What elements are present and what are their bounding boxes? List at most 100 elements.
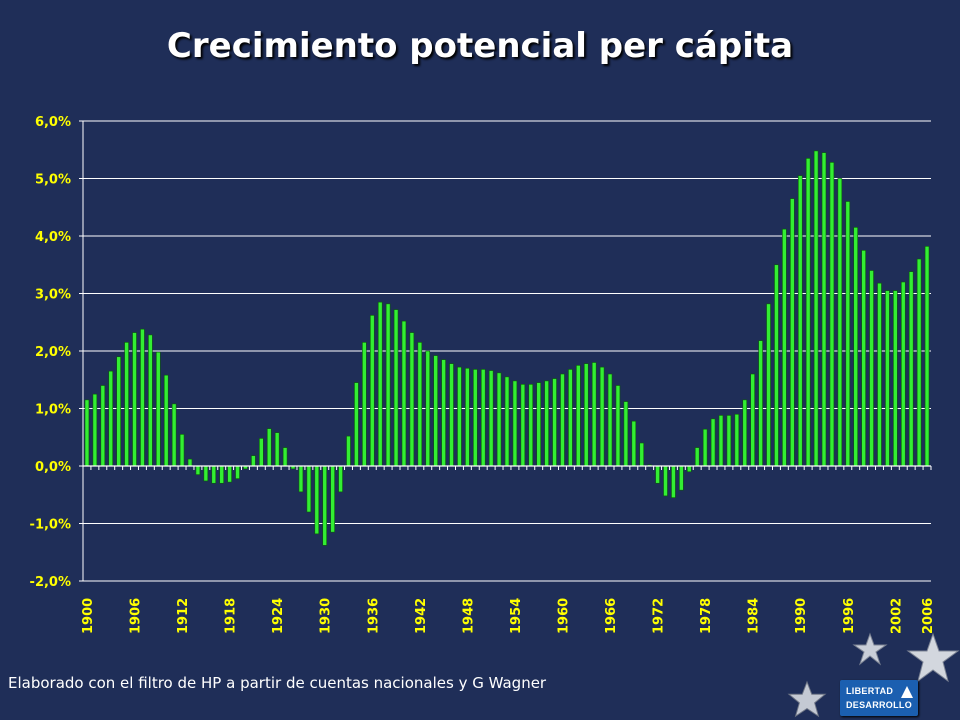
- bar-1939: [393, 309, 399, 467]
- bar-1973: [663, 465, 668, 497]
- bar-1994: [829, 162, 835, 467]
- x-tick-label: 1984: [747, 598, 762, 634]
- bar-1988: [782, 228, 787, 467]
- bar-1940: [401, 320, 407, 467]
- bar-1991: [805, 158, 811, 467]
- logo-text-line1: LIBERTAD: [846, 686, 894, 696]
- bar-1909: [156, 351, 161, 467]
- bar-1987: [774, 264, 779, 467]
- x-tick-label: 1900: [81, 598, 96, 634]
- star-icon: [906, 632, 960, 683]
- bar-1952: [496, 372, 502, 467]
- bar-1960: [560, 373, 565, 467]
- bar-1941: [409, 332, 415, 467]
- y-tick-label: 4,0%: [35, 230, 71, 245]
- logo-triangle-icon: [901, 686, 913, 698]
- bar-1966: [607, 373, 613, 467]
- x-tick-label: 1972: [652, 598, 667, 634]
- x-tick-label: 1942: [414, 598, 429, 634]
- y-tick-label: 2,0%: [35, 345, 71, 360]
- x-tick-label: 1966: [604, 598, 619, 634]
- bar-1922: [259, 438, 264, 467]
- bar-1969: [631, 420, 637, 467]
- bar-1947: [457, 366, 462, 467]
- bar-1904: [116, 356, 121, 467]
- y-tick-label: 0,0%: [35, 460, 71, 475]
- bar-1963: [583, 363, 589, 467]
- bar-1983: [742, 399, 748, 467]
- x-tick-label: 1960: [556, 598, 571, 634]
- bar-1925: [282, 447, 288, 467]
- bar-1949: [473, 369, 478, 467]
- x-axis-tick-labels: 1900 1906 1912 1918 1924 1930 1936 1942 1948 1954…: [81, 598, 936, 634]
- bar-1982: [734, 413, 740, 467]
- x-tick-label: 1990: [794, 598, 809, 634]
- bar-1978: [702, 428, 708, 467]
- bar-1999: [869, 270, 874, 467]
- x-tick-label: 1954: [509, 598, 524, 634]
- x-tick-label: 2006: [921, 598, 936, 634]
- bar-1946: [449, 363, 454, 467]
- bar-1995: [837, 178, 843, 467]
- y-tick-label: 1,0%: [35, 403, 71, 418]
- bar-2003: [900, 281, 906, 467]
- source-footnote: Elaborado con el filtro de HP a partir d…: [8, 674, 547, 692]
- bar-1948: [465, 367, 470, 467]
- bar-1970: [639, 442, 645, 467]
- x-tick-label: 1912: [176, 598, 191, 634]
- bar-1930: [322, 465, 328, 546]
- star-icon: [852, 632, 888, 666]
- bar-1935: [362, 342, 367, 467]
- bar-2006: [924, 246, 930, 467]
- bar-1906: [132, 332, 137, 467]
- libertad-desarrollo-logo: LIBERTAD DESARROLLO: [840, 680, 918, 716]
- bar-1959: [552, 378, 557, 467]
- bar-1917: [219, 465, 224, 484]
- star-icon: [787, 680, 827, 718]
- bar-1958: [544, 380, 549, 467]
- bar-1936: [369, 315, 375, 467]
- bar-1943: [425, 350, 431, 467]
- y-tick-label: -1,0%: [30, 518, 71, 533]
- bar-1985: [758, 340, 763, 467]
- axes: [79, 120, 932, 582]
- x-tick-label: 1978: [699, 598, 714, 634]
- bar-2004: [908, 271, 914, 467]
- bar-1934: [354, 382, 359, 467]
- bar-1990: [797, 175, 803, 467]
- bar-1951: [488, 370, 494, 467]
- bar-2000: [877, 282, 882, 467]
- bar-1980: [718, 415, 724, 467]
- bar-1900: [84, 399, 90, 467]
- bar-1913: [187, 458, 193, 467]
- bar-1964: [591, 362, 597, 467]
- bar-1902: [100, 385, 106, 467]
- bar-1977: [694, 447, 700, 467]
- bar-1927: [298, 465, 304, 493]
- bar-1901: [92, 393, 98, 467]
- bar-1979: [710, 418, 716, 467]
- bar-1975: [679, 465, 684, 491]
- bar-1905: [124, 342, 129, 467]
- bar-1984: [750, 373, 755, 467]
- bar-1924: [274, 432, 280, 467]
- x-tick-label: 1996: [842, 598, 857, 634]
- chart-title: Crecimiento potencial per cápita: [166, 26, 794, 66]
- bar-1921: [251, 455, 256, 467]
- bar-series: [84, 150, 930, 546]
- bar-1997: [853, 227, 858, 467]
- bar-1981: [726, 415, 732, 467]
- y-tick-label: 6,0%: [35, 115, 71, 130]
- bar-1992: [813, 150, 819, 467]
- bar-1903: [108, 370, 114, 467]
- bar-1918: [227, 465, 232, 483]
- bar-1933: [346, 435, 351, 467]
- bar-1937: [377, 301, 383, 467]
- bar-1956: [528, 384, 534, 467]
- bar-1929: [314, 465, 320, 535]
- x-tick-label: 1948: [461, 598, 476, 634]
- y-axis-tick-labels: 6,0% 5,0% 4,0% 3,0% 2,0% 1,0% 0,0% -1,0% -2,0%: [30, 115, 71, 590]
- bar-1953: [504, 376, 510, 467]
- bar-1962: [576, 365, 581, 467]
